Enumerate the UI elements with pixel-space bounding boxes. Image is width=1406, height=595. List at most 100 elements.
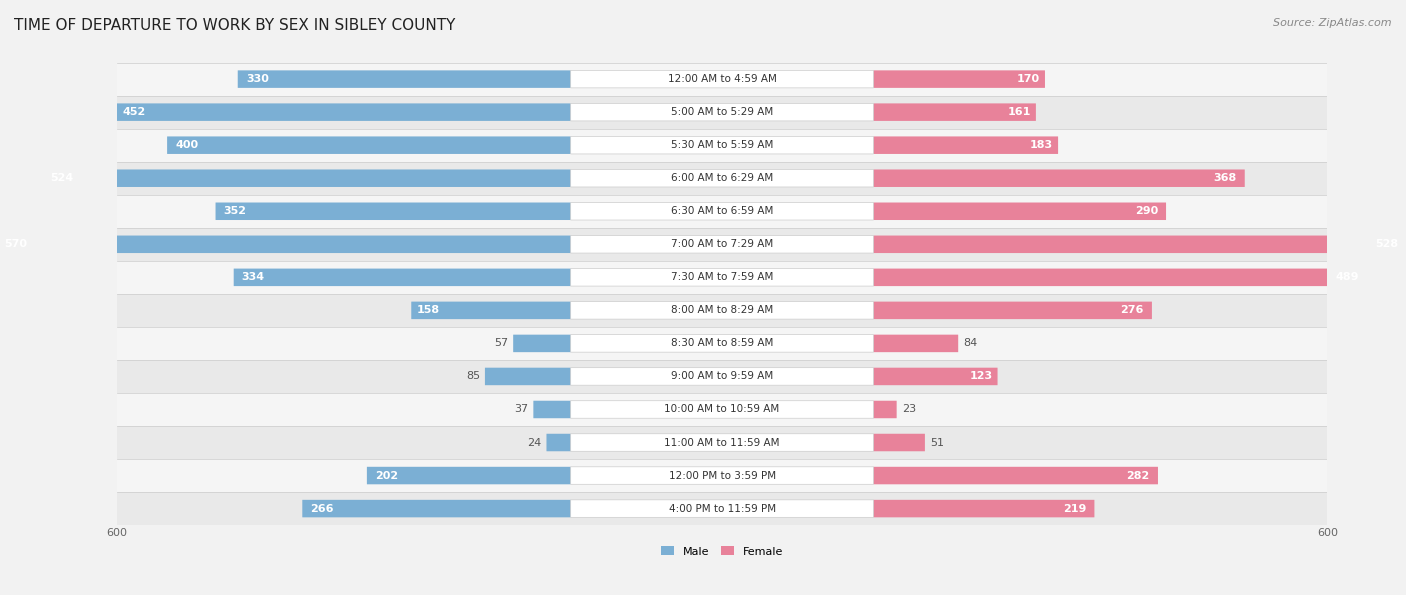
FancyBboxPatch shape	[0, 236, 571, 253]
Text: 24: 24	[527, 437, 541, 447]
FancyBboxPatch shape	[485, 368, 571, 385]
FancyBboxPatch shape	[873, 202, 1166, 220]
FancyBboxPatch shape	[873, 104, 1036, 121]
FancyBboxPatch shape	[873, 434, 925, 451]
Text: 290: 290	[1135, 206, 1159, 216]
Text: 57: 57	[494, 339, 508, 349]
FancyBboxPatch shape	[571, 104, 873, 121]
FancyBboxPatch shape	[367, 467, 571, 484]
Text: 5:00 AM to 5:29 AM: 5:00 AM to 5:29 AM	[671, 107, 773, 117]
Text: 282: 282	[1126, 471, 1150, 481]
Legend: Male, Female: Male, Female	[661, 546, 783, 556]
Bar	[97, 195, 1347, 228]
Text: 51: 51	[929, 437, 943, 447]
Text: 4:00 PM to 11:59 PM: 4:00 PM to 11:59 PM	[668, 503, 776, 513]
Bar	[97, 228, 1347, 261]
FancyBboxPatch shape	[873, 268, 1367, 286]
FancyBboxPatch shape	[571, 236, 873, 253]
FancyBboxPatch shape	[571, 170, 873, 187]
Text: 23: 23	[901, 405, 915, 415]
Bar	[97, 327, 1347, 360]
FancyBboxPatch shape	[571, 202, 873, 220]
Text: 11:00 AM to 11:59 AM: 11:00 AM to 11:59 AM	[664, 437, 780, 447]
FancyBboxPatch shape	[873, 170, 1244, 187]
FancyBboxPatch shape	[873, 236, 1406, 253]
Text: 266: 266	[311, 503, 333, 513]
Text: 84: 84	[963, 339, 977, 349]
FancyBboxPatch shape	[571, 368, 873, 385]
Text: 524: 524	[51, 173, 73, 183]
FancyBboxPatch shape	[115, 104, 571, 121]
Text: 85: 85	[465, 371, 479, 381]
Text: 7:30 AM to 7:59 AM: 7:30 AM to 7:59 AM	[671, 273, 773, 283]
FancyBboxPatch shape	[238, 70, 571, 88]
Text: 570: 570	[4, 239, 27, 249]
FancyBboxPatch shape	[533, 400, 571, 418]
Text: 7:00 AM to 7:29 AM: 7:00 AM to 7:29 AM	[671, 239, 773, 249]
Bar	[97, 459, 1347, 492]
FancyBboxPatch shape	[571, 434, 873, 451]
Text: 8:00 AM to 8:29 AM: 8:00 AM to 8:29 AM	[671, 305, 773, 315]
Text: 5:30 AM to 5:59 AM: 5:30 AM to 5:59 AM	[671, 140, 773, 150]
Text: TIME OF DEPARTURE TO WORK BY SEX IN SIBLEY COUNTY: TIME OF DEPARTURE TO WORK BY SEX IN SIBL…	[14, 18, 456, 33]
FancyBboxPatch shape	[412, 302, 571, 319]
FancyBboxPatch shape	[571, 334, 873, 352]
Text: 37: 37	[515, 405, 529, 415]
Text: 161: 161	[1008, 107, 1031, 117]
FancyBboxPatch shape	[571, 268, 873, 286]
FancyBboxPatch shape	[873, 400, 897, 418]
Bar	[97, 129, 1347, 162]
FancyBboxPatch shape	[571, 70, 873, 88]
Text: 202: 202	[375, 471, 398, 481]
Text: 183: 183	[1029, 140, 1053, 150]
Bar	[97, 162, 1347, 195]
Bar	[97, 96, 1347, 129]
Bar	[97, 62, 1347, 96]
Text: 489: 489	[1336, 273, 1358, 283]
FancyBboxPatch shape	[571, 467, 873, 484]
Text: 123: 123	[969, 371, 993, 381]
Text: 158: 158	[416, 305, 440, 315]
Text: 334: 334	[242, 273, 264, 283]
Text: 12:00 AM to 4:59 AM: 12:00 AM to 4:59 AM	[668, 74, 776, 84]
FancyBboxPatch shape	[873, 334, 959, 352]
Bar	[97, 294, 1347, 327]
Text: 6:00 AM to 6:29 AM: 6:00 AM to 6:29 AM	[671, 173, 773, 183]
FancyBboxPatch shape	[873, 500, 1094, 517]
Text: Source: ZipAtlas.com: Source: ZipAtlas.com	[1274, 18, 1392, 28]
Text: 219: 219	[1063, 503, 1087, 513]
Bar	[97, 426, 1347, 459]
FancyBboxPatch shape	[571, 302, 873, 319]
FancyBboxPatch shape	[513, 334, 571, 352]
FancyBboxPatch shape	[167, 136, 571, 154]
FancyBboxPatch shape	[233, 268, 571, 286]
Text: 352: 352	[224, 206, 246, 216]
Bar	[97, 261, 1347, 294]
FancyBboxPatch shape	[873, 467, 1159, 484]
Text: 400: 400	[176, 140, 198, 150]
FancyBboxPatch shape	[302, 500, 571, 517]
FancyBboxPatch shape	[873, 70, 1045, 88]
Bar	[97, 360, 1347, 393]
Bar	[97, 393, 1347, 426]
Text: 528: 528	[1375, 239, 1398, 249]
Text: 452: 452	[122, 107, 146, 117]
FancyBboxPatch shape	[873, 136, 1059, 154]
Text: 170: 170	[1017, 74, 1040, 84]
Text: 9:00 AM to 9:59 AM: 9:00 AM to 9:59 AM	[671, 371, 773, 381]
Text: 12:00 PM to 3:59 PM: 12:00 PM to 3:59 PM	[668, 471, 776, 481]
FancyBboxPatch shape	[547, 434, 571, 451]
FancyBboxPatch shape	[571, 500, 873, 517]
FancyBboxPatch shape	[873, 368, 997, 385]
FancyBboxPatch shape	[571, 136, 873, 154]
FancyBboxPatch shape	[571, 400, 873, 418]
Text: 8:30 AM to 8:59 AM: 8:30 AM to 8:59 AM	[671, 339, 773, 349]
Bar	[97, 492, 1347, 525]
FancyBboxPatch shape	[873, 302, 1152, 319]
Text: 6:30 AM to 6:59 AM: 6:30 AM to 6:59 AM	[671, 206, 773, 216]
Text: 10:00 AM to 10:59 AM: 10:00 AM to 10:59 AM	[665, 405, 780, 415]
FancyBboxPatch shape	[215, 202, 571, 220]
Text: 330: 330	[246, 74, 269, 84]
FancyBboxPatch shape	[42, 170, 571, 187]
Text: 276: 276	[1121, 305, 1144, 315]
